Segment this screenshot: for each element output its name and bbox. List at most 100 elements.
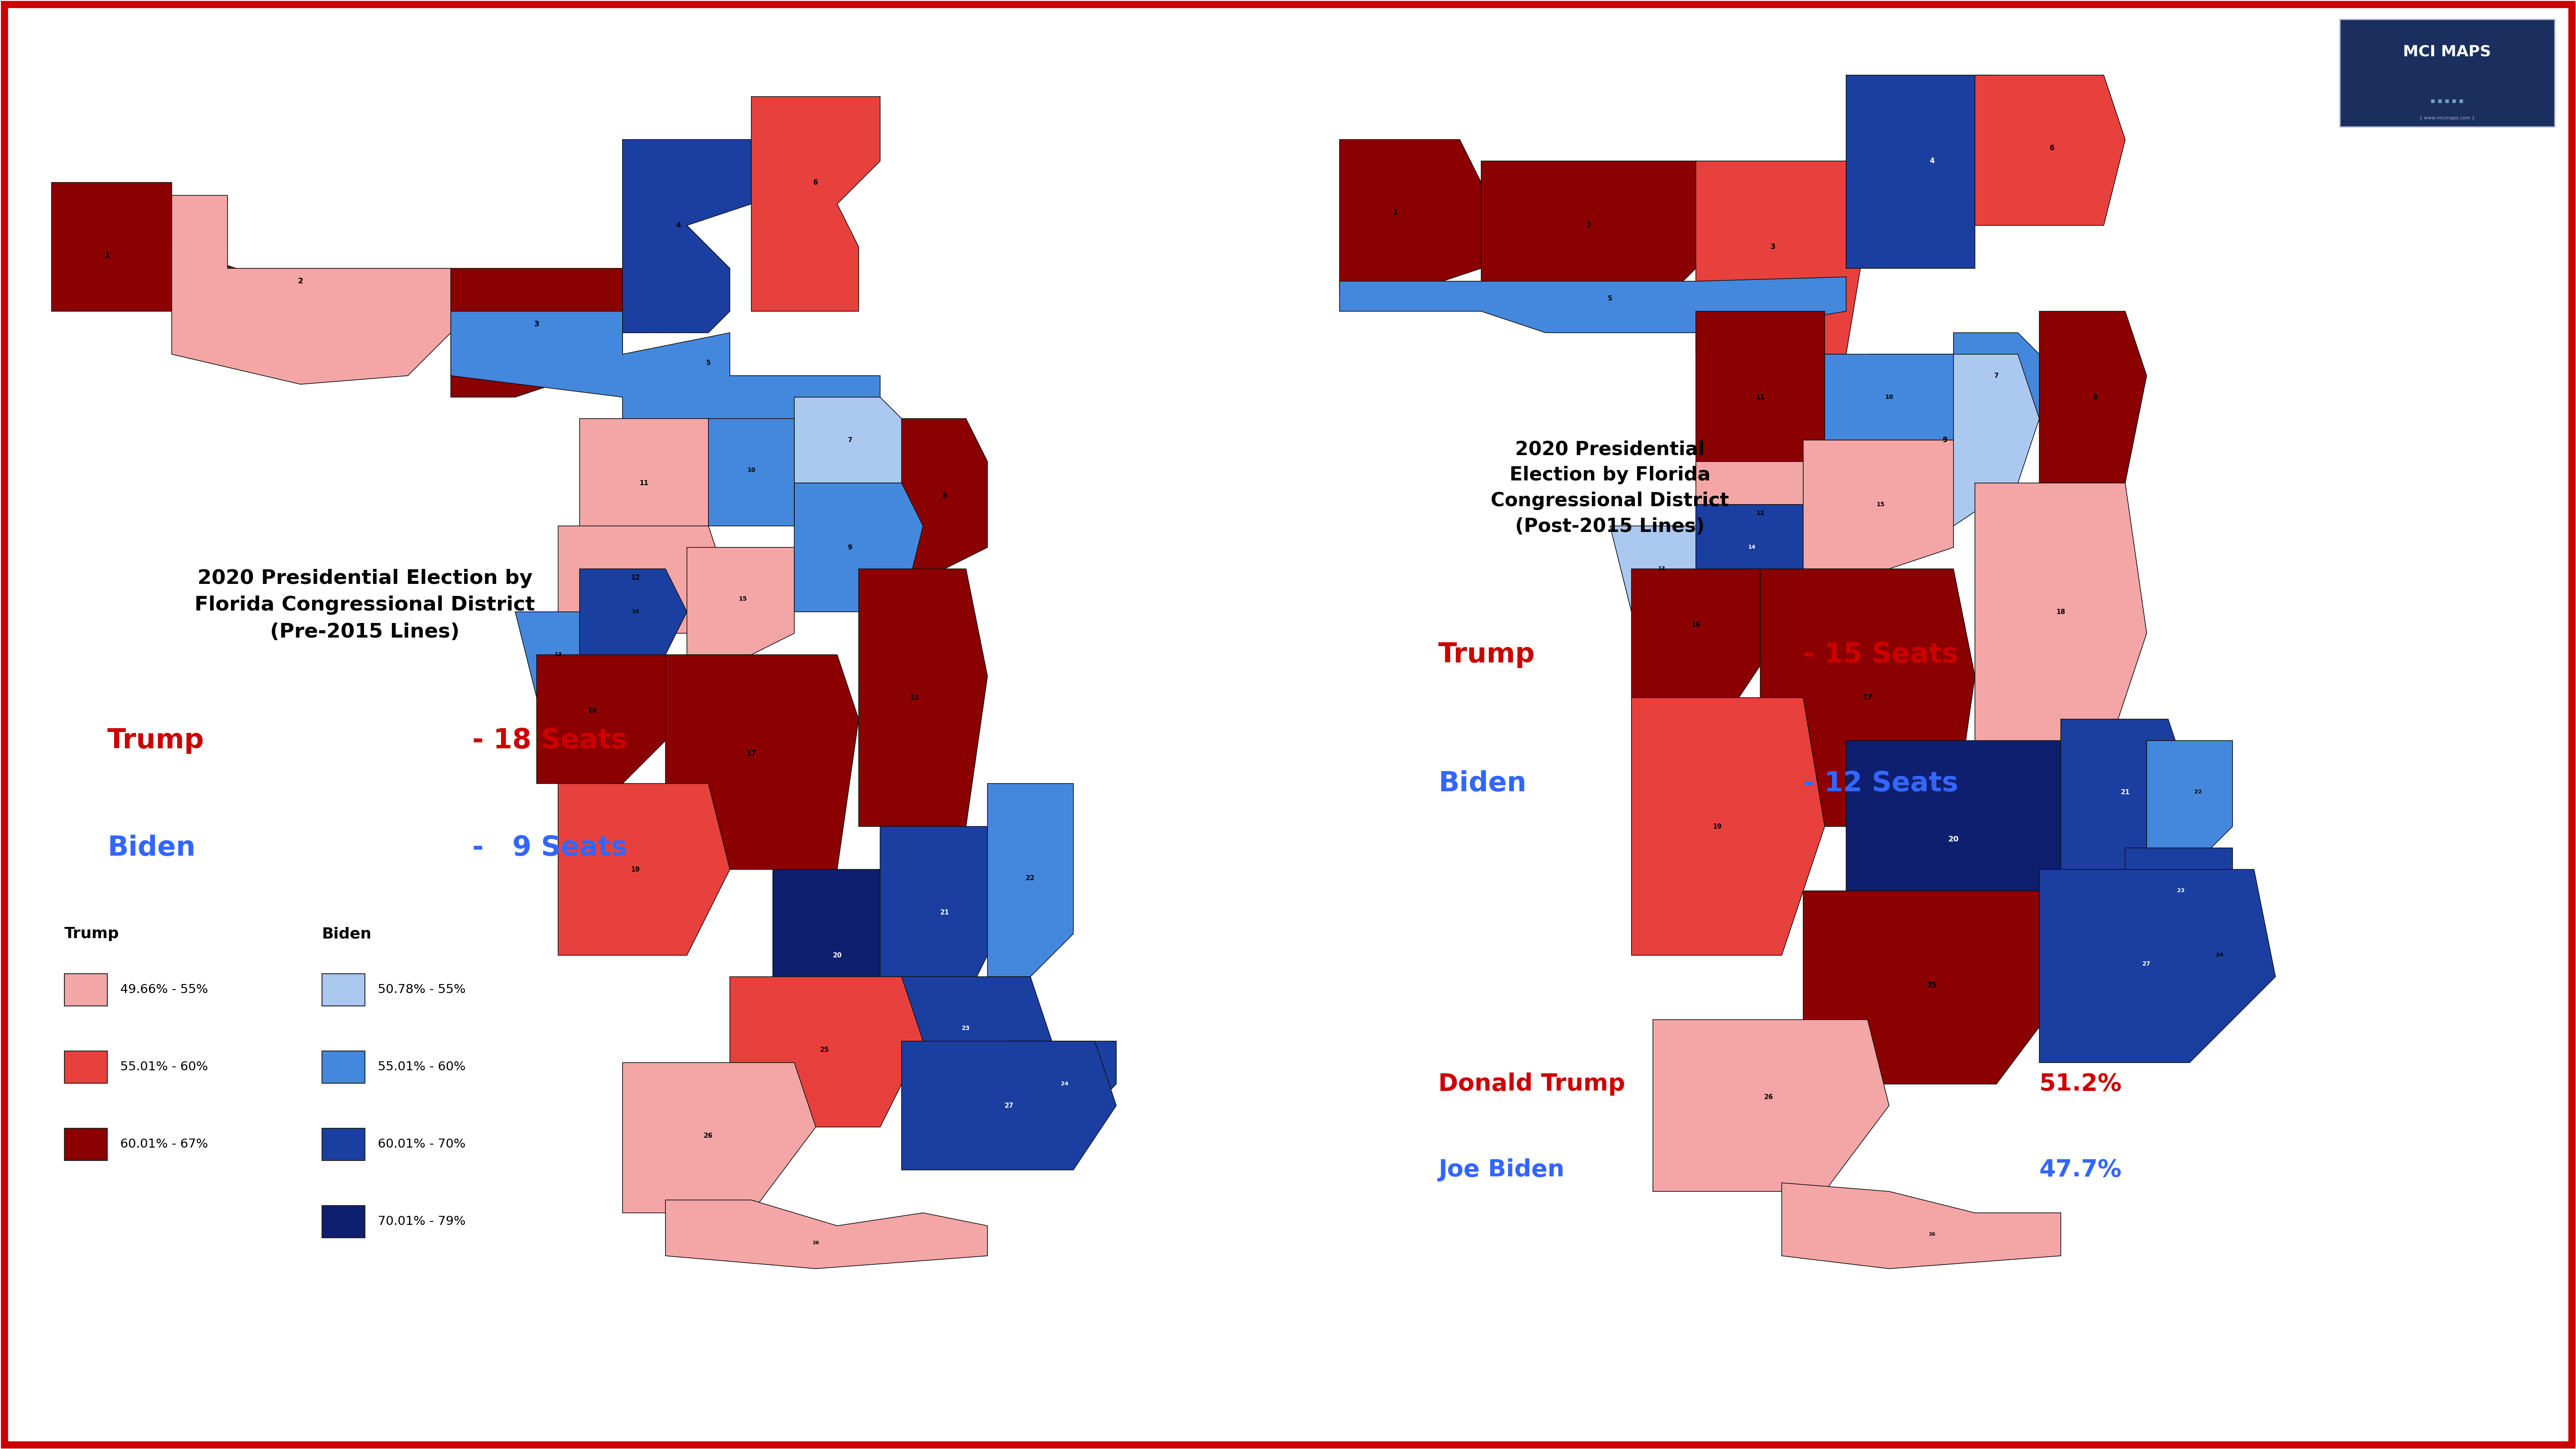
Text: 4: 4	[1929, 156, 1935, 165]
Text: Trump: Trump	[64, 926, 118, 940]
Text: Trump: Trump	[108, 727, 204, 753]
Polygon shape	[665, 1200, 987, 1269]
Polygon shape	[580, 569, 688, 655]
Polygon shape	[1481, 161, 1718, 312]
Text: 1: 1	[106, 252, 111, 259]
Text: Biden: Biden	[322, 926, 371, 940]
Polygon shape	[1631, 569, 1783, 697]
Text: 7: 7	[848, 436, 853, 443]
Bar	[64, 1129, 108, 1161]
Polygon shape	[752, 97, 881, 312]
Polygon shape	[1610, 526, 1718, 611]
Text: 19: 19	[631, 867, 639, 872]
Text: Joe Biden: Joe Biden	[1437, 1158, 1564, 1181]
Polygon shape	[2146, 740, 2233, 869]
Polygon shape	[1759, 569, 1976, 826]
Polygon shape	[1803, 440, 1953, 569]
Text: 9: 9	[1942, 436, 1947, 443]
Polygon shape	[515, 611, 600, 697]
Text: 24: 24	[1061, 1081, 1069, 1087]
Text: 25: 25	[1927, 981, 1937, 990]
Text: 8: 8	[2092, 394, 2097, 400]
Polygon shape	[1695, 312, 1824, 483]
Polygon shape	[2061, 719, 2190, 869]
Text: 20: 20	[1947, 836, 1958, 843]
Text: 22: 22	[1025, 875, 1036, 881]
Text: 18: 18	[909, 694, 920, 701]
Text: Biden: Biden	[108, 835, 196, 861]
Text: 47.7%: 47.7%	[2040, 1158, 2123, 1181]
Polygon shape	[1847, 75, 2017, 268]
Text: 15: 15	[739, 596, 747, 601]
Polygon shape	[1340, 277, 1847, 333]
Polygon shape	[1824, 354, 1953, 440]
Text: 10: 10	[1886, 394, 1893, 400]
Text: - 18 Seats: - 18 Seats	[471, 727, 629, 753]
Polygon shape	[1695, 161, 1868, 354]
Polygon shape	[2125, 848, 2233, 933]
Text: 26: 26	[703, 1132, 714, 1139]
Text: 12: 12	[1757, 510, 1765, 516]
Polygon shape	[902, 419, 987, 569]
Text: 17: 17	[1862, 694, 1873, 701]
Polygon shape	[559, 784, 729, 955]
Text: 22: 22	[2195, 790, 2202, 796]
Polygon shape	[688, 548, 793, 655]
Text: 4: 4	[675, 222, 680, 229]
Text: 2: 2	[299, 277, 304, 285]
Text: 6: 6	[2050, 145, 2056, 152]
Polygon shape	[793, 397, 922, 483]
Text: 26: 26	[1929, 1232, 1935, 1236]
Text: 27: 27	[2143, 961, 2151, 966]
Text: 11: 11	[1757, 394, 1765, 400]
Polygon shape	[623, 1062, 817, 1213]
Polygon shape	[2040, 869, 2275, 1062]
Text: Donald Trump: Donald Trump	[1437, 1072, 1625, 1095]
Text: 8: 8	[943, 493, 948, 498]
Text: 21: 21	[2120, 788, 2130, 796]
Text: 55.01% - 60%: 55.01% - 60%	[379, 1061, 466, 1072]
Polygon shape	[793, 483, 922, 611]
Text: 25: 25	[819, 1046, 829, 1053]
Text: 9: 9	[848, 545, 853, 551]
Text: MCI MAPS: MCI MAPS	[2403, 45, 2491, 59]
Bar	[322, 1129, 366, 1161]
Text: 2: 2	[1587, 222, 1592, 229]
Text: 13: 13	[554, 652, 562, 658]
Text: 26: 26	[811, 1240, 819, 1245]
Text: 55.01% - 60%: 55.01% - 60%	[121, 1061, 209, 1072]
Text: 17: 17	[747, 749, 757, 758]
Polygon shape	[1654, 1020, 1888, 1191]
Bar	[322, 1206, 366, 1237]
Polygon shape	[52, 183, 237, 312]
Polygon shape	[1953, 333, 2061, 419]
Polygon shape	[173, 196, 451, 384]
Polygon shape	[665, 655, 858, 869]
Text: Trump: Trump	[1437, 642, 1535, 668]
Polygon shape	[1847, 740, 2081, 955]
Text: - 12 Seats: - 12 Seats	[1803, 771, 1958, 797]
Polygon shape	[623, 139, 752, 333]
Polygon shape	[2040, 312, 2146, 483]
Text: 60.01% - 70%: 60.01% - 70%	[379, 1137, 466, 1151]
Polygon shape	[858, 569, 987, 826]
Text: Biden: Biden	[1437, 771, 1528, 797]
Polygon shape	[1868, 354, 2040, 526]
Polygon shape	[1976, 75, 2125, 226]
Polygon shape	[1631, 697, 1824, 955]
Polygon shape	[902, 1042, 1115, 1169]
Polygon shape	[881, 826, 1010, 998]
Text: 7: 7	[1994, 372, 1999, 378]
Text: 70.01% - 79%: 70.01% - 79%	[379, 1216, 466, 1227]
Polygon shape	[902, 977, 1051, 1084]
Text: 18: 18	[2056, 609, 2066, 614]
Text: 5: 5	[706, 359, 711, 367]
Text: 16: 16	[1692, 622, 1700, 627]
Polygon shape	[1340, 139, 1481, 290]
Text: 27: 27	[1005, 1103, 1012, 1108]
Polygon shape	[729, 977, 922, 1127]
Text: 16: 16	[587, 707, 598, 714]
Text: 6: 6	[814, 178, 819, 187]
Text: 21: 21	[940, 909, 948, 916]
Polygon shape	[2169, 913, 2254, 998]
